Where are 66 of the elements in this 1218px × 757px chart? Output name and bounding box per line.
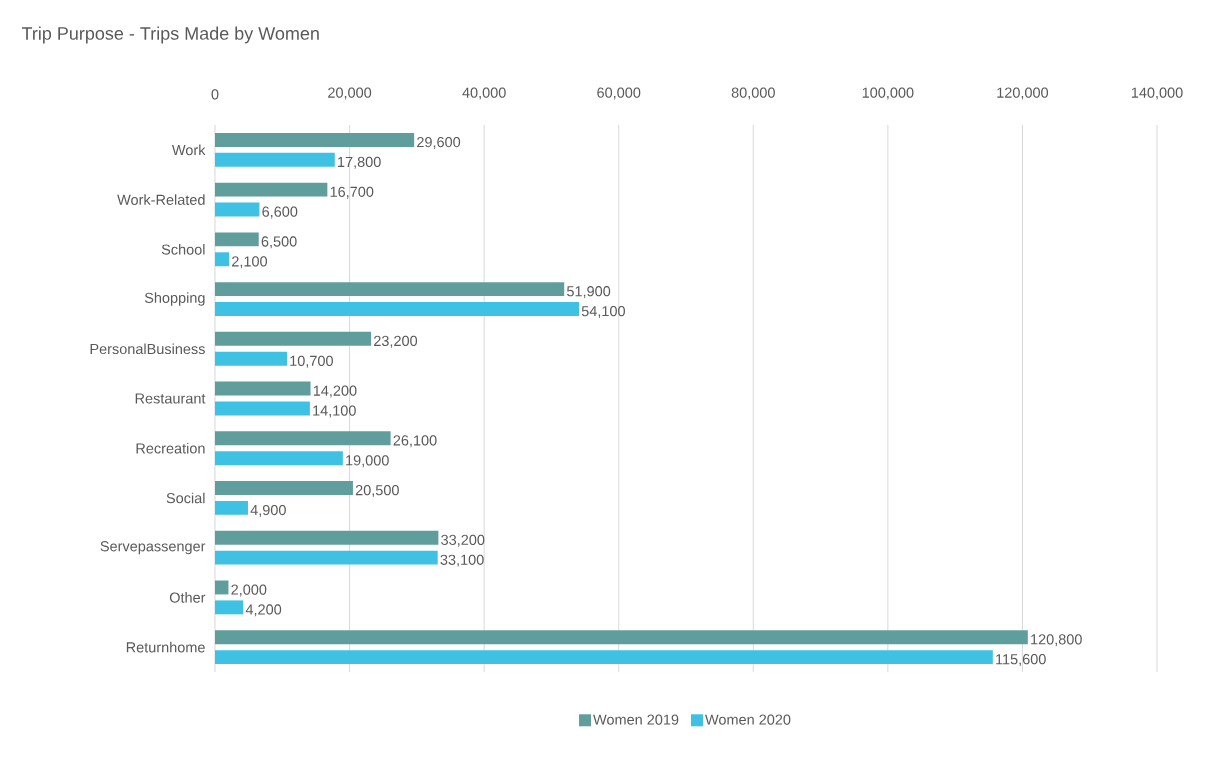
bar <box>215 232 259 247</box>
bar <box>215 202 260 217</box>
x-tick-label: 40,000 <box>462 87 506 100</box>
bar <box>215 451 343 466</box>
legend-label: Women 2019 <box>593 714 679 725</box>
x-tick-label: 20,000 <box>328 87 372 100</box>
data-label: 115,600 <box>996 654 1046 667</box>
bar <box>215 152 335 167</box>
y-tick-label: Work-Related <box>117 194 205 205</box>
bar <box>215 381 311 396</box>
x-tick-label: 60,000 <box>597 87 641 100</box>
x-tick-label: 0 <box>211 89 219 100</box>
y-tick-label: Shopping <box>144 292 205 306</box>
bar <box>215 630 1028 645</box>
bar <box>215 252 230 267</box>
data-label: 29,600 <box>417 136 461 149</box>
data-label: 23,200 <box>374 335 418 348</box>
x-tick-label: 100,000 <box>862 87 914 100</box>
y-tick-label: Recreation <box>136 442 205 454</box>
y-tick-label: Restaurant <box>135 393 206 404</box>
bar <box>215 650 993 665</box>
chart-title: Trip Purpose - Trips Made by Women <box>21 26 319 44</box>
data-label: 2,100 <box>232 256 268 269</box>
x-tick-label: 80,000 <box>731 87 775 100</box>
bar <box>215 580 229 595</box>
data-label: 33,100 <box>440 554 484 567</box>
bar <box>215 401 310 416</box>
y-tick-label: Servepassenger <box>100 541 206 555</box>
bar <box>215 431 391 446</box>
data-label: 51,900 <box>566 286 611 299</box>
data-label: 120,800 <box>1031 634 1082 647</box>
y-tick-label: Returnhome <box>126 641 205 653</box>
bar <box>215 331 372 346</box>
bar <box>215 500 248 515</box>
bar <box>215 550 438 565</box>
data-label: 4,900 <box>250 504 286 517</box>
data-label: 4,200 <box>245 604 282 617</box>
data-label: 2,000 <box>231 584 267 597</box>
data-label: 14,200 <box>313 385 357 398</box>
bar <box>215 481 353 495</box>
bar <box>215 282 565 297</box>
data-label: 16,700 <box>330 186 374 199</box>
data-label: 6,600 <box>262 206 298 219</box>
y-tick-label: Work <box>171 144 206 156</box>
data-label: 20,500 <box>355 485 399 497</box>
bar <box>215 600 244 615</box>
x-tick-label: 120,000 <box>997 87 1049 100</box>
data-label: 33,200 <box>441 534 485 547</box>
bar <box>215 302 580 316</box>
bar <box>215 132 415 147</box>
bar <box>215 530 439 545</box>
data-label: 17,800 <box>338 156 381 169</box>
data-label: 54,100 <box>581 305 625 318</box>
y-tick-label: School <box>161 244 205 255</box>
y-tick-label: Social <box>166 492 205 504</box>
data-label: 10,700 <box>290 355 333 368</box>
legend-label: Women 2020 <box>705 714 791 725</box>
data-label: 26,100 <box>393 435 437 448</box>
x-tick-label: 140,000 <box>1131 87 1183 100</box>
data-label: 19,000 <box>346 455 389 468</box>
y-tick-label: PersonalBusiness <box>90 343 205 355</box>
bar <box>215 182 328 197</box>
data-label: 14,100 <box>313 405 356 418</box>
data-label: 6,500 <box>261 236 297 249</box>
y-tick-label: Other <box>169 592 206 603</box>
bar <box>215 351 287 366</box>
